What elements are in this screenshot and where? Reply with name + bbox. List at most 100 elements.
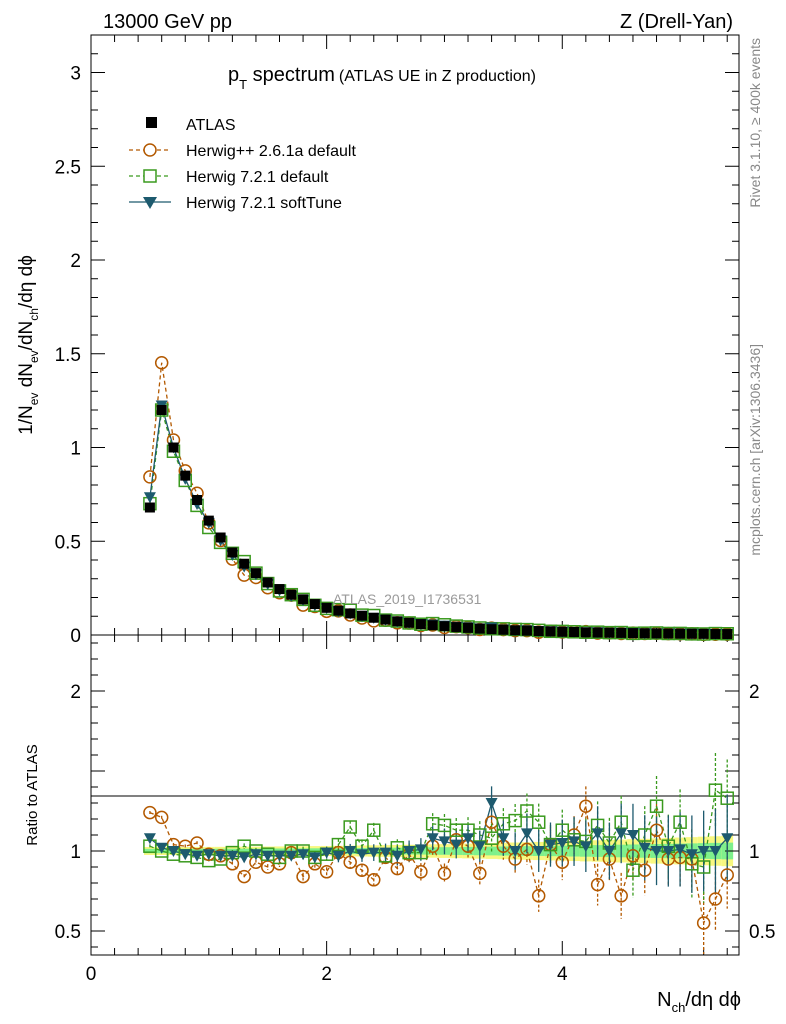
atlas-point	[580, 627, 591, 638]
atlas-point	[722, 629, 733, 640]
ratio-y-tick-label: 0.5	[55, 922, 81, 943]
softtune-point	[674, 844, 687, 856]
atlas-point	[521, 625, 532, 636]
band-inner	[144, 848, 156, 854]
herwigpp-point	[143, 805, 157, 820]
ylabel-sub: ev	[27, 393, 41, 406]
softtune-point	[532, 846, 545, 857]
herwig721-point	[637, 828, 652, 842]
ratio-y-tick-label-right: 1	[749, 842, 760, 863]
atlas-point	[274, 584, 285, 595]
legend-herwig721-marker	[143, 169, 157, 183]
ylabel-part: dN	[16, 363, 37, 393]
softtune-point	[603, 846, 616, 857]
title-note: (ATLAS UE in Z production)	[339, 68, 536, 85]
title-main: p	[228, 64, 239, 86]
herwigpp-point	[190, 836, 204, 850]
y-tick-label: 3	[70, 64, 81, 85]
softtune-point	[426, 833, 439, 845]
softtune-point	[556, 838, 569, 849]
herwigpp-point	[154, 810, 169, 825]
softtune-point	[143, 492, 156, 504]
atlas-point	[474, 623, 485, 634]
herwig721-point	[555, 823, 570, 837]
softtune-point	[179, 849, 192, 861]
atlas-point	[486, 624, 497, 635]
xlabel-part: N	[657, 989, 671, 1011]
softtune-point	[497, 833, 510, 845]
atlas-point	[321, 602, 332, 613]
legend-herwigpp-marker	[143, 143, 157, 157]
herwig721-point	[708, 783, 723, 797]
atlas-point	[168, 442, 179, 453]
softtune-point	[273, 850, 286, 862]
herwig721-point	[649, 799, 664, 813]
ylabel-sub: ch	[27, 308, 41, 321]
herwigpp-point	[520, 842, 534, 857]
softtune-point	[226, 850, 239, 862]
title-rest: spectrum	[247, 64, 335, 86]
softtune-point	[414, 844, 427, 856]
atlas-point	[627, 628, 638, 639]
herwigpp-point	[367, 873, 381, 887]
softtune-point	[167, 846, 180, 857]
xlabel-sub: ch	[672, 1000, 686, 1015]
atlas-point	[651, 628, 662, 639]
atlas-point	[345, 608, 356, 619]
atlas-point	[451, 622, 462, 633]
atlas-point	[592, 627, 603, 638]
herwig721-point	[720, 791, 734, 805]
herwigpp-point	[437, 866, 452, 881]
main-series-layer	[143, 356, 734, 642]
atlas-point	[463, 622, 474, 633]
herwigpp-point	[355, 863, 369, 877]
atlas-point	[309, 599, 320, 610]
atlas-point	[392, 616, 403, 627]
atlas-point	[380, 614, 391, 625]
herwig721-point	[367, 823, 381, 837]
legend-herwigpp-label: Herwig++ 2.6.1a default	[186, 143, 356, 160]
ylabel-part: /dN	[16, 321, 37, 351]
process-label: Z (Drell-Yan)	[620, 11, 733, 33]
atlas-point	[404, 617, 415, 628]
atlas-point	[533, 626, 544, 637]
softtune-point	[320, 847, 333, 859]
herwigpp-point	[237, 869, 251, 884]
herwig721-point	[614, 815, 628, 829]
atlas-point	[686, 628, 697, 639]
herwig721-point	[520, 804, 534, 818]
herwigpp-point	[696, 916, 711, 930]
atlas-point	[545, 626, 556, 637]
atlas-point	[698, 628, 709, 639]
herwig721-point	[696, 860, 711, 874]
rivet-label: Rivet 3.1.10, ≥ 400k events	[747, 38, 763, 208]
softtune-point	[285, 850, 298, 862]
y-tick-label: 0	[70, 626, 81, 647]
energy-label: 13000 GeV pp	[103, 11, 232, 33]
legend-atlas-label: ATLAS	[186, 117, 236, 134]
herwig721-point	[673, 815, 687, 829]
softtune-point	[685, 849, 698, 861]
title-sub: T	[239, 77, 247, 92]
herwigpp-point	[296, 869, 310, 884]
atlas-point	[616, 627, 627, 638]
y-tick-label: 1.5	[55, 345, 81, 366]
atlas-point	[710, 628, 721, 639]
atlas-point	[215, 532, 226, 543]
x-tick-label: 0	[86, 964, 97, 985]
atlas-point	[439, 621, 450, 632]
softtune-point	[261, 850, 274, 862]
atlas-point	[368, 612, 379, 623]
ratio-y-tick-label-right: 2	[749, 682, 760, 703]
atlas-point	[356, 610, 367, 621]
atlas-point	[427, 620, 438, 631]
ratio-plot-frame	[90, 634, 740, 956]
ratio-y-tick-label: 2	[70, 682, 81, 703]
band-inner	[238, 848, 251, 854]
softtune-point	[520, 828, 533, 840]
softtune-point	[709, 846, 722, 857]
herwigpp-point	[390, 861, 405, 876]
y-tick-label: 2	[70, 251, 81, 272]
atlas-point	[180, 470, 191, 481]
herwigpp-point	[590, 877, 605, 892]
